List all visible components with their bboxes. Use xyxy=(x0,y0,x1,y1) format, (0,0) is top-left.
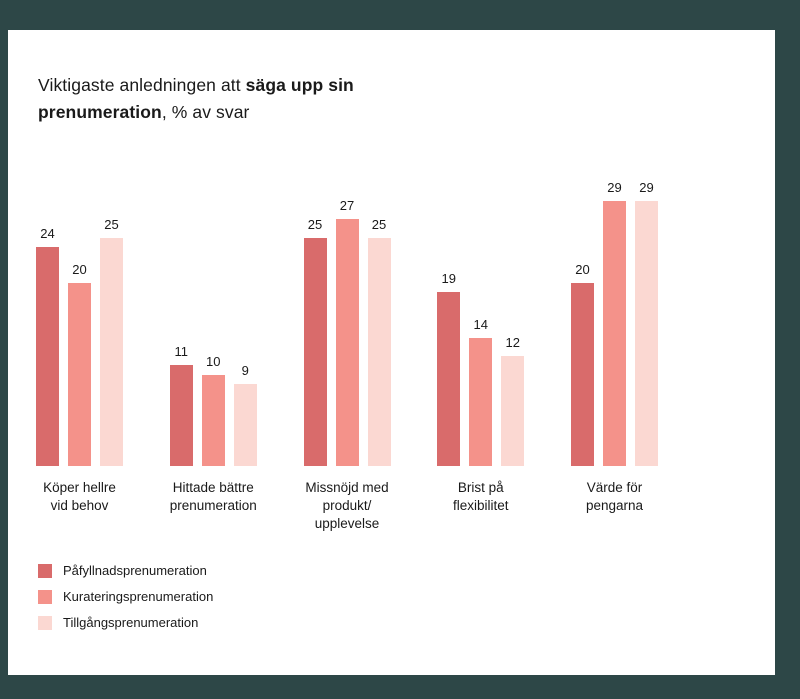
bar xyxy=(635,201,658,466)
chart-title-regular-1: Viktigaste anledningen att xyxy=(38,75,246,95)
bar-column: 25 xyxy=(303,217,327,466)
bar-value-label: 9 xyxy=(241,363,249,378)
bar-cluster: 24 20 25 xyxy=(36,176,123,466)
bar xyxy=(36,247,59,466)
bar-column: 20 xyxy=(571,262,594,466)
bar xyxy=(169,365,193,466)
bar-value-label: 14 xyxy=(473,317,488,332)
legend-label-tillgang: Tillgångsprenumeration xyxy=(63,615,199,630)
bar-value-label: 11 xyxy=(174,344,189,359)
bar-column: 9 xyxy=(233,363,257,466)
legend-swatch-pafyllnad xyxy=(38,563,52,578)
bar-value-label: 27 xyxy=(339,198,355,213)
bar-value-label: 12 xyxy=(505,335,520,350)
bar-column: 24 xyxy=(36,226,59,466)
bar xyxy=(501,356,525,466)
category-label: Värde för pengarna xyxy=(585,480,644,513)
legend-swatch-kuratering xyxy=(38,589,52,604)
bar-value-label: 25 xyxy=(104,217,119,232)
bar-value-label: 20 xyxy=(575,262,590,277)
bar xyxy=(68,283,91,466)
bar xyxy=(571,283,594,466)
category-label: Hittade bättre prenumeration xyxy=(169,480,257,513)
legend-label-pafyllnad: Påfyllnadsprenumeration xyxy=(63,563,207,578)
bar xyxy=(603,201,626,466)
bar-column: 11 xyxy=(169,344,193,466)
bar xyxy=(233,384,257,466)
bar-cluster: 19 14 12 xyxy=(437,176,525,466)
legend-item-kuratering: Kurateringsprenumeration xyxy=(38,589,775,604)
chart-title-regular-2: , % av svar xyxy=(161,102,250,122)
bar-cluster: 11 10 9 xyxy=(169,176,257,466)
bar-group: 25 27 25 Missnöjd med produkt/ upplevelse xyxy=(303,176,391,533)
bar-group: 19 14 12 Brist på flexibilitet xyxy=(437,176,525,515)
legend-item-pafyllnad: Påfyllnadsprenumeration xyxy=(38,563,775,578)
bar xyxy=(100,238,123,466)
legend-swatch-tillgang xyxy=(38,615,52,630)
chart-title-bold-2: prenumeration xyxy=(38,102,162,122)
chart-title-bold-1: säga upp sin xyxy=(245,75,354,95)
bar-column: 29 xyxy=(603,180,626,466)
bar-value-label: 29 xyxy=(639,180,654,195)
bar xyxy=(335,219,359,466)
bar xyxy=(367,238,391,466)
bar-column: 19 xyxy=(437,271,461,466)
bar-cluster: 25 27 25 xyxy=(303,176,391,466)
bar-column: 20 xyxy=(68,262,91,466)
bar-column: 25 xyxy=(367,217,391,466)
bar xyxy=(437,292,461,466)
bar-value-label: 25 xyxy=(371,217,387,232)
bar-column: 10 xyxy=(201,354,225,466)
bar-column: 14 xyxy=(469,317,493,466)
legend-item-tillgang: Tillgångsprenumeration xyxy=(38,615,775,630)
chart-card: Viktigaste anledningen att säga upp sin p… xyxy=(8,30,775,675)
bar xyxy=(469,338,493,466)
bar-value-label: 25 xyxy=(307,217,323,232)
legend: Påfyllnadsprenumeration Kurateringsprenu… xyxy=(38,563,775,630)
bar-group: 11 10 9 Hittade bättre prenumeration xyxy=(170,176,257,515)
bar xyxy=(201,375,225,466)
bar-value-label: 19 xyxy=(441,271,456,286)
category-label: Brist på flexibilitet xyxy=(452,480,509,513)
chart-title: Viktigaste anledningen att säga upp sin p… xyxy=(38,72,468,126)
bar-column: 12 xyxy=(501,335,525,466)
bar-column: 25 xyxy=(100,217,123,466)
bar-value-label: 20 xyxy=(72,262,87,277)
legend-label-kuratering: Kurateringsprenumeration xyxy=(63,589,214,604)
category-label: Köper hellre vid behov xyxy=(43,480,116,513)
bar-group: 20 29 29 Värde för pengarna xyxy=(571,176,658,515)
bar-value-label: 24 xyxy=(40,226,55,241)
bar-value-label: 29 xyxy=(607,180,622,195)
bar-column: 27 xyxy=(335,198,359,466)
bar xyxy=(303,238,327,466)
bar-group: 24 20 25 Köper hellre vid behov xyxy=(36,176,123,515)
bar-value-label: 10 xyxy=(206,354,221,369)
category-label: Missnöjd med produkt/ upplevelse xyxy=(305,480,389,531)
bar-chart: 24 20 25 Köper hellre vid behov 11 10 9 Hittade… xyxy=(36,176,658,533)
bar-column: 29 xyxy=(635,180,658,466)
bar-cluster: 20 29 29 xyxy=(571,176,658,466)
